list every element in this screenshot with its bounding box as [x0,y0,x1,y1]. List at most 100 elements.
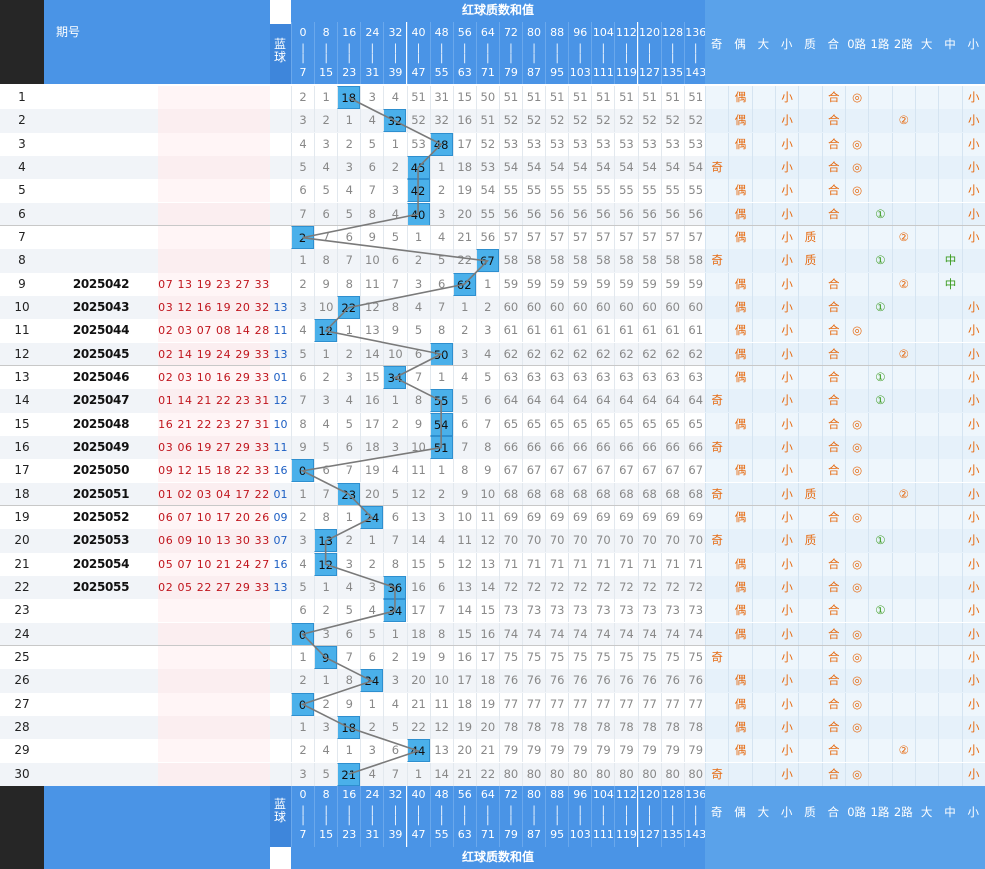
range-start: 8 [322,788,330,801]
hit-cell: 34 [383,366,407,389]
miss-cell: 59 [498,272,522,296]
miss-cell: 4 [452,366,476,389]
miss-cell: 77 [568,692,591,716]
attr-cell: 小 [961,435,985,459]
miss-cell: 77 [660,692,684,716]
miss-cell: 76 [545,669,568,693]
attr-cell [705,622,728,646]
attr-cell: 质 [798,529,821,553]
miss-cell: 70 [614,529,637,553]
attr-header-cell: 大 [920,805,933,819]
miss-cell: 10 [475,482,499,506]
hit-cell: 45 [406,155,430,179]
miss-cell: 52 [591,109,614,133]
miss-cell: 68 [568,482,591,506]
miss-cell: 67 [683,459,707,483]
attr-cell [751,506,775,529]
miss-cell: 54 [683,155,707,179]
blue-ball [270,716,291,739]
attr-cell [844,249,868,273]
miss-cell: 5 [406,319,430,343]
attr-cell [705,86,728,109]
miss-cell: 77 [591,692,614,716]
range-start: 136 [685,788,707,801]
miss-cell: 55 [522,179,545,203]
miss-cell: 1 [291,482,314,506]
miss-cell: 4 [383,86,406,109]
miss-cell: 8 [429,319,453,343]
attr-cell [751,272,775,296]
attr-cell [938,622,961,646]
attr-cell: 小 [961,482,985,506]
attr-cell [938,366,961,389]
miss-cell: 58 [498,249,522,273]
attr-cell [705,109,728,133]
attr-cell [914,226,938,249]
attr-cell: 小 [961,179,985,203]
miss-cell: 57 [637,226,661,249]
period-number: 2025053 [72,533,130,548]
range-start: 128 [662,26,684,39]
red-balls [158,86,270,109]
miss-cell: 15 [452,622,476,646]
range-end: 95 [550,828,565,841]
range-start: 80 [527,788,542,801]
table-row: 30 3 5 21 4 7 1 14 21 22 80 80 80 80 80 80 80 80 80 奇小合 ◎ 小 [0,762,985,786]
attr-cell [751,295,775,319]
attr-cell [914,342,938,366]
attr-cell [844,226,868,249]
miss-cell: 6 [360,646,383,669]
range-header: 104 | | 111 [591,22,615,84]
miss-cell: 14 [429,762,453,786]
range-start: 80 [527,26,542,39]
miss-cell: 65 [660,412,684,436]
attr-cell: ◎ [844,86,868,109]
attr-cell [891,179,915,203]
miss-cell: 74 [660,622,684,646]
miss-cell: 52 [545,109,568,133]
miss-cell: 78 [591,715,614,739]
attr-cell: 小 [961,575,985,599]
range-end: 71 [480,828,495,841]
attr-cell: 偶 [728,412,751,436]
range-end: 15 [319,828,334,841]
attr-cell [751,109,775,133]
miss-cell: 56 [637,202,661,226]
range-end: 47 [411,828,426,841]
attr-cell: 合 [821,366,845,389]
miss-cell: 69 [522,506,545,529]
attr-cell [798,669,821,693]
attr-cell [868,86,891,109]
miss-cell: 13 [475,552,499,576]
miss-cell: 51 [683,86,707,109]
table-row: 14 2025047 01 14 21 22 23 31 12 7 3 4 16 1 8 55 5 6 6… [0,389,985,413]
miss-cell: 64 [568,389,591,413]
miss-cell: 12 [429,715,453,739]
miss-cell: 75 [545,646,568,669]
miss-cell: 66 [568,435,591,459]
miss-cell: 4 [383,459,406,483]
attr-cell: 小 [774,366,798,389]
attr-cell: 合 [821,412,845,436]
miss-cell: 53 [660,132,684,156]
table-row: 5 6 5 4 7 3 42 2 19 54 55 55 55 55 55 55 55 55 55 偶小合 ◎ 小 [0,179,985,203]
attr-cell: 偶 [728,366,751,389]
miss-cell: 2 [314,366,337,389]
range-header: 72 | | 79 [498,784,522,847]
miss-cell: 18 [360,435,383,459]
attr-cell: 小 [961,155,985,179]
miss-cell: 54 [591,155,614,179]
table-row: 11 2025044 02 03 07 08 14 28 11 4 12 1 13 9 5 8 2 3 6… [0,319,985,343]
miss-cell: 51 [660,86,684,109]
miss-cell: 67 [660,459,684,483]
attr-cell [868,435,891,459]
table-row: 21 2025054 05 07 10 21 24 27 16 4 12 3 2 8 15 5 12 1… [0,552,985,576]
miss-cell: 10 [383,342,406,366]
miss-cell: 73 [660,599,684,623]
miss-cell: 77 [637,692,661,716]
range-end: 135 [662,828,684,841]
period-number: 2025042 [72,276,130,291]
miss-cell: 14 [475,575,499,599]
period-number: 2025047 [72,393,130,408]
attr-cell [798,599,821,623]
